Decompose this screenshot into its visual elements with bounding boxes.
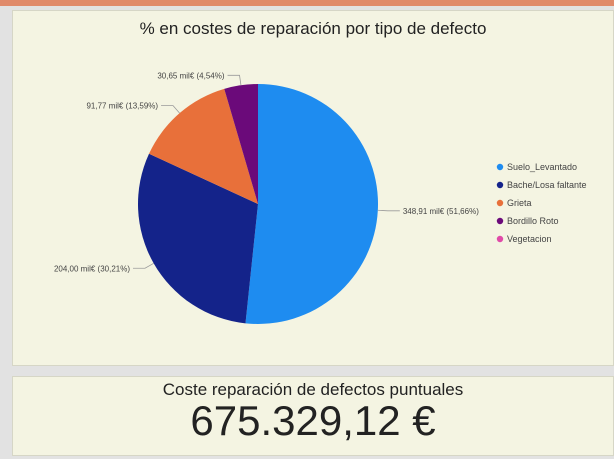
data-label-3: 30,65 mil€ (4,54%): [157, 71, 224, 80]
legend-swatch-2: [496, 199, 504, 207]
legend-swatch-4: [496, 235, 504, 243]
legend-swatch-1: [496, 181, 504, 189]
pie-chart-card: % en costes de reparación por tipo de de…: [12, 10, 614, 366]
leader-line-2: [161, 105, 180, 114]
kpi-value: 675.329,12 €: [190, 397, 436, 444]
leader-line-0: [377, 209, 400, 212]
data-label-2: 91,77 mil€ (13,59%): [86, 102, 158, 111]
pie-slice-3[interactable]: [224, 84, 258, 204]
pie-chart: 348,91 mil€ (51,66%) 204,00 mil€ (30,21%)…: [54, 71, 587, 324]
legend-swatch-3: [496, 217, 504, 225]
leader-line-3: [227, 74, 242, 86]
chart-title: % en costes de reparación por tipo de de…: [139, 19, 487, 38]
legend-label-0[interactable]: Suelo_Levantado: [507, 162, 577, 172]
top-accent-bar: [0, 0, 614, 6]
legend-label-4[interactable]: Vegetacion: [507, 234, 552, 244]
leader-line-1: [133, 262, 154, 269]
data-label-1: 204,00 mil€ (30,21%): [54, 264, 130, 273]
legend-label-2[interactable]: Grieta: [507, 198, 532, 208]
pie-slice-1[interactable]: [138, 153, 258, 324]
data-label-0: 348,91 mil€ (51,66%): [403, 207, 479, 216]
kpi-label: Coste reparación de defectos puntuales: [162, 380, 464, 399]
legend-label-3[interactable]: Bordillo Roto: [507, 216, 559, 226]
legend-swatch-0: [496, 163, 504, 171]
legend-label-1[interactable]: Bache/Losa faltante: [507, 180, 587, 190]
pie-slice-0[interactable]: [245, 84, 379, 324]
pie-slice-2[interactable]: [149, 88, 258, 204]
kpi-card: Coste reparación de defectos puntuales 6…: [12, 376, 614, 456]
